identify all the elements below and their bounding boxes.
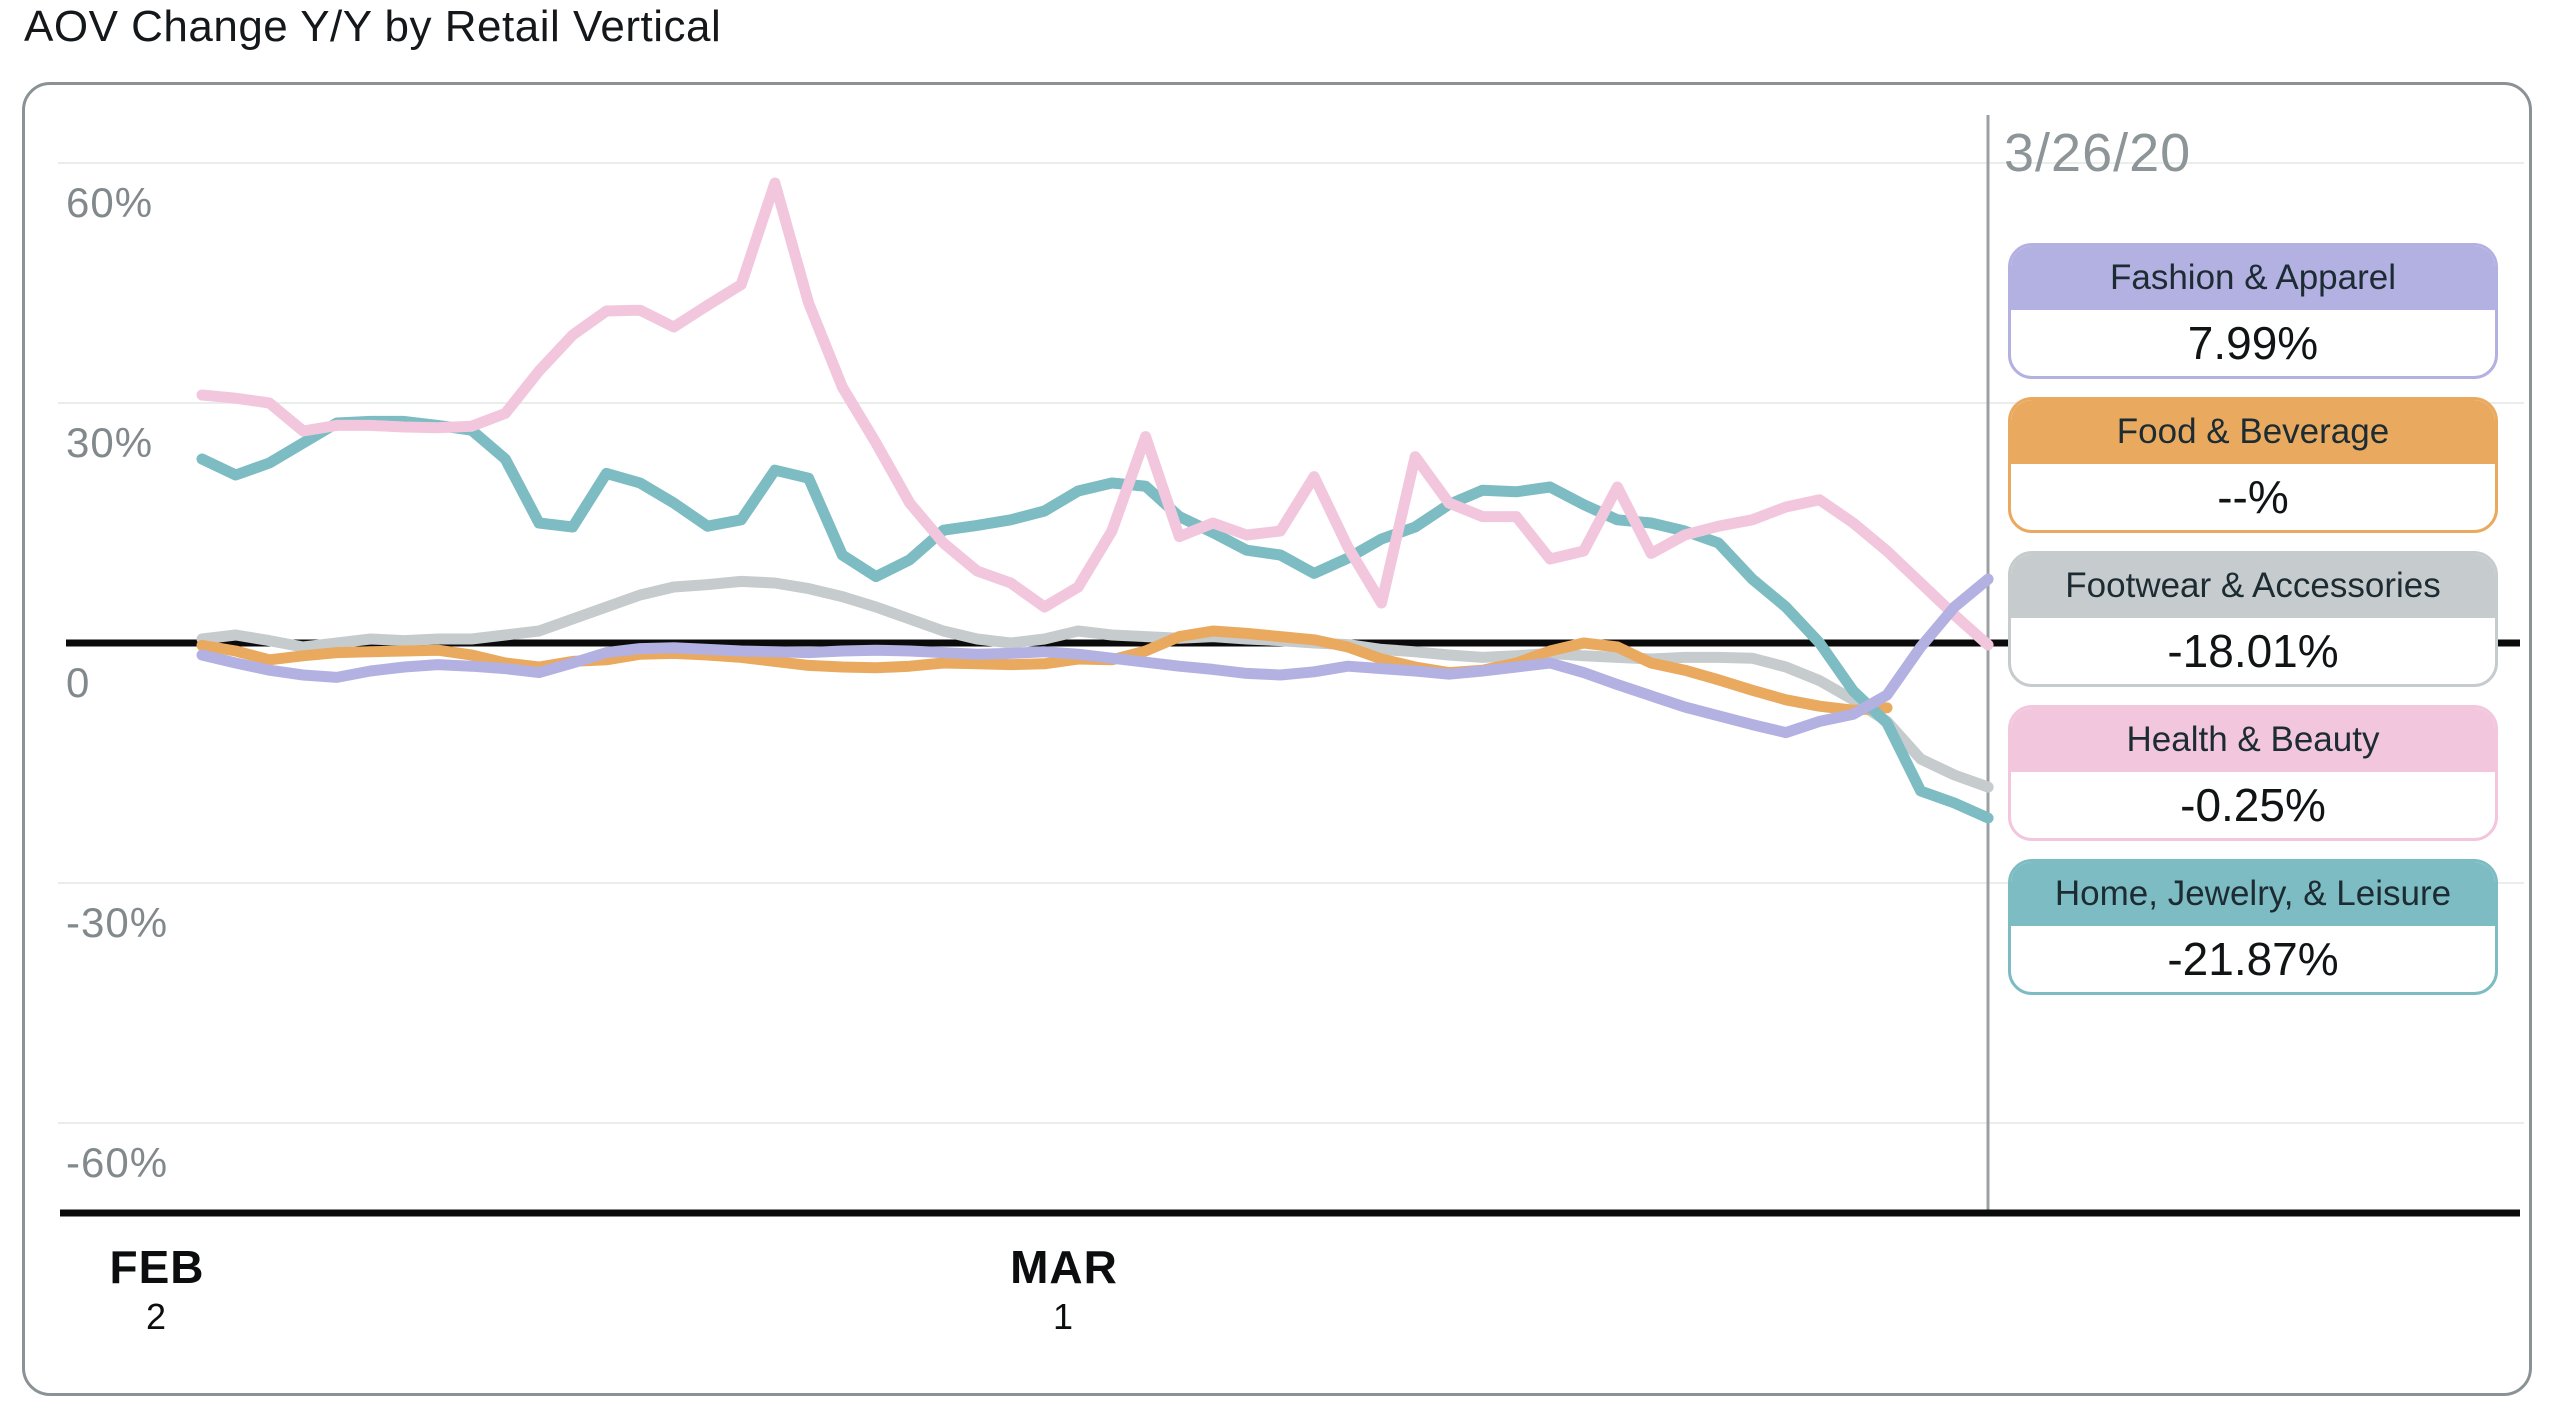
x-axis-tick-day: 2 (145, 1296, 167, 1337)
legend-badge-label: Health & Beauty (2011, 708, 2495, 772)
legend-badge-home-jewelry-leisure[interactable]: Home, Jewelry, & Leisure -21.87% (2008, 859, 2498, 995)
series-line-food-beverage (196, 625, 1893, 716)
x-axis-tick-day: 1 (1052, 1296, 1074, 1337)
y-axis-tick-label: 30% (66, 419, 154, 466)
series-line-home-jewelry-leisure (196, 415, 1994, 824)
legend-badge-label: Footwear & Accessories (2011, 554, 2495, 618)
y-axis-tick-label: 60% (66, 179, 154, 226)
y-axis-tick-label: -60% (66, 1139, 169, 1186)
y-axis-tick-label: 0 (66, 659, 91, 706)
x-axis-tick-month: MAR (1010, 1241, 1118, 1293)
legend-badge-value: --% (2217, 471, 2289, 523)
x-axis-tick-month: FEB (109, 1241, 205, 1293)
legend-badge-value: 7.99% (2187, 317, 2319, 369)
legend-badge-food-beverage[interactable]: Food & Beverage --% (2008, 397, 2498, 533)
series-line-health-beauty (196, 177, 1994, 651)
page-title: AOV Change Y/Y by Retail Vertical (24, 2, 722, 51)
legend-badge-fashion-apparel[interactable]: Fashion & Apparel 7.99% (2008, 243, 2498, 379)
legend-badge-health-beauty[interactable]: Health & Beauty -0.25% (2008, 705, 2498, 841)
legend-badge-value: -21.87% (2167, 933, 2339, 985)
series-line-footwear-accessories (196, 575, 1994, 793)
legend-badge-label: Home, Jewelry, & Leisure (2011, 862, 2495, 926)
legend-badge-label: Food & Beverage (2011, 400, 2495, 464)
y-axis-tick-label: -30% (66, 899, 169, 946)
legend-badge-label: Fashion & Apparel (2011, 246, 2495, 310)
tooltip-date: 3/26/20 (2004, 123, 2192, 183)
series-line-fashion-apparel (196, 573, 1994, 739)
legend-badge-value: -18.01% (2167, 625, 2339, 677)
legend-badge-value: -0.25% (2180, 779, 2326, 831)
legend-badge-footwear-accessories[interactable]: Footwear & Accessories -18.01% (2008, 551, 2498, 687)
